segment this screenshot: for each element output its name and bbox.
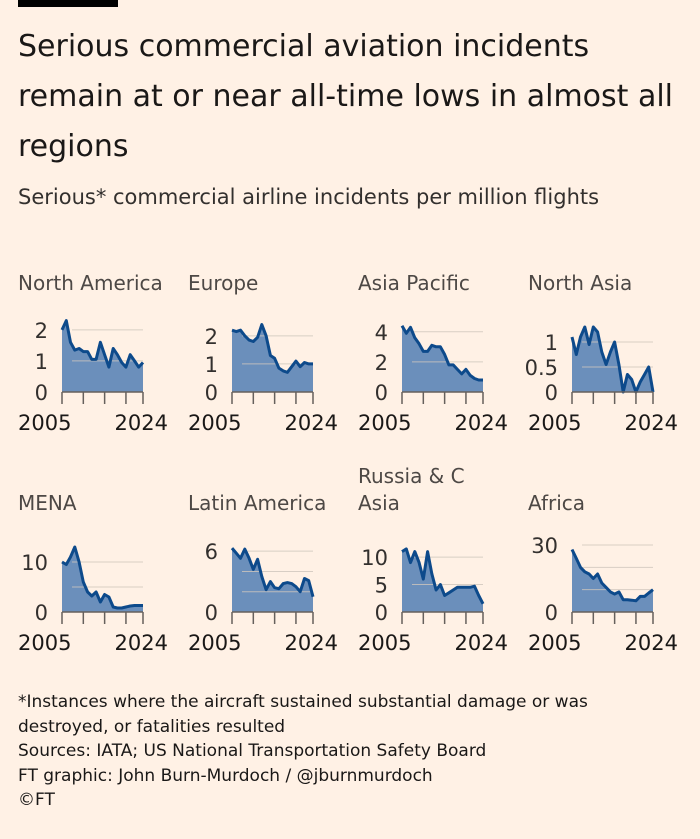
panel-title-line: Russia & C [358,464,465,488]
y-tick-label: 1 [545,331,558,355]
panel-title-wrap: North Asia [528,262,698,297]
y-tick-label: 0.5 [525,356,558,380]
x-tick-label: 2005 [528,631,581,655]
y-tick-label: 1 [35,350,48,374]
area-chart: 0 1 2 2005 2024 [18,319,168,435]
series-line [570,325,655,394]
panel-title: Asia Pacific [358,271,470,295]
x-tick-label: 2024 [455,411,508,435]
panel-title: North Asia [528,271,633,295]
area-fill [572,327,653,392]
panel-title-wrap: Latin America [188,482,358,517]
panel-asia-pacific: Asia Pacific 0 2 4 2005 2024 [358,262,528,462]
panel-title: MENA [18,491,77,515]
copyright: ©FT [18,790,55,810]
y-tick-label: 4 [375,321,388,345]
y-tick-label: 0 [545,601,558,625]
y-tick-label: 30 [531,534,558,558]
series-line [231,323,313,374]
area-fill [402,548,483,612]
series-line [230,547,315,598]
footnotes: *Instances where the aircraft sustained … [18,690,588,813]
y-tick-label: 1 [205,353,218,377]
area-chart: 0 5 10 2005 2024 [358,546,508,655]
x-tick-label: 2024 [115,631,168,655]
y-tick-label: 10 [21,551,48,575]
area-chart: 00.51 2005 2024 [525,325,678,435]
panel-title: North America [18,271,163,295]
panel-mena: MENA 0 10 2005 2024 [18,482,188,682]
y-tick-label: 5 [375,574,388,598]
footnote-line: destroyed, or fatalities resulted [18,716,286,737]
series-line [570,548,654,603]
area-chart: 0 30 2005 2024 [528,534,678,655]
credit: FT graphic: John Burn-Murdoch / @jburnmu… [18,765,433,786]
area-chart: 0 6 2005 2024 [188,540,338,655]
y-tick-label: 2 [205,325,218,349]
panel-title-wrap: Europe [188,262,358,297]
y-tick-label: 0 [205,381,218,405]
x-tick-label: 2005 [188,411,241,435]
series-line [400,325,483,382]
series-line [401,547,485,605]
panel-africa: Africa 0 30 2005 2024 [528,482,698,682]
panel-latin-america: Latin America 0 6 2005 2024 [188,482,358,682]
area-chart: 0 1 2 2005 2024 [188,323,338,435]
y-tick-label: 0 [205,601,218,625]
y-tick-label: 0 [375,601,388,625]
x-tick-label: 2024 [625,631,678,655]
panel-title-line: Asia [358,491,400,515]
x-tick-label: 2005 [18,631,71,655]
y-tick-label: 10 [361,546,388,570]
ft-top-bar [18,0,118,7]
x-tick-label: 2024 [455,631,508,655]
panel-title-wrap: North America [18,262,188,297]
panel-russia-c-asia: Russia & C Asia 0 5 10 2005 2024 [358,464,528,682]
x-tick-label: 2024 [625,411,678,435]
y-tick-label: 0 [35,601,48,625]
x-tick-label: 2024 [115,411,168,435]
area-fill [572,549,653,612]
y-tick-label: 2 [375,351,388,375]
x-tick-label: 2005 [358,411,411,435]
panel-title-wrap: Russia & C Asia [358,464,528,517]
footnote-line: *Instances where the aircraft sustained … [18,692,588,712]
x-tick-label: 2024 [285,631,338,655]
panel-europe: Europe 0 1 2 2005 2024 [188,262,358,462]
panel-title: Africa [528,491,586,515]
panel-title: Europe [188,271,259,295]
x-tick-label: 2005 [18,411,71,435]
panel-title-wrap: Asia Pacific [358,262,528,297]
panel-title-wrap: Africa [528,482,698,517]
y-tick-label: 6 [205,540,218,564]
x-tick-label: 2005 [358,631,411,655]
panel-title: Russia & C Asia [358,463,465,517]
panel-title-wrap: MENA [18,482,188,517]
series-line [60,319,145,369]
y-tick-label: 2 [35,319,48,343]
x-tick-label: 2024 [285,411,338,435]
sources: Sources: IATA; US National Transportatio… [18,741,487,761]
x-tick-label: 2005 [188,631,241,655]
panel-north-america: North America 0 1 2 2005 2024 [18,262,188,462]
area-fill [62,547,143,612]
area-fill [62,320,143,392]
x-tick-label: 2005 [528,411,581,435]
series-line [61,545,143,610]
chart-subtitle: Serious* commercial airline incidents pe… [18,185,600,209]
area-chart: 0 10 2005 2024 [18,545,168,655]
y-tick-label: 0 [35,381,48,405]
panel-north-asia: North Asia 0 0.5 1 2005 2024 [525,262,698,462]
area-fill [402,325,483,392]
area-chart: 0 2 4 2005 2024 [358,321,508,435]
panel-title: Latin America [188,491,327,515]
y-tick-label: 0 [545,381,558,405]
chart-title: Serious commercial aviation incidents re… [18,29,674,164]
area-fill [232,548,313,612]
y-tick-label: 0 [375,381,388,405]
